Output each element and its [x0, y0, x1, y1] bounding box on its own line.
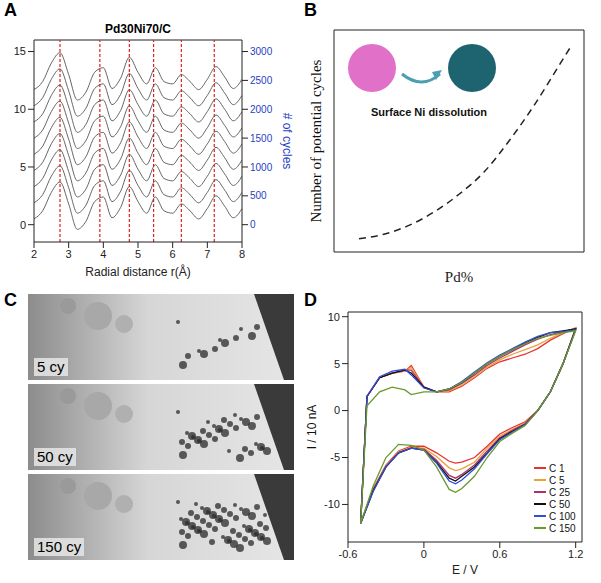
html-text:# of cycles: # of cycles	[280, 112, 294, 170]
svg-text:7: 7	[204, 248, 210, 260]
html-text:C 100: C 100	[549, 510, 576, 522]
svg-text:0: 0	[20, 219, 26, 231]
svg-text:15: 15	[14, 45, 26, 57]
svg-text:E / V: E / V	[452, 563, 478, 577]
svg-text:1.2: 1.2	[568, 548, 583, 560]
html-text:C: C	[4, 290, 17, 310]
html-text:150 cy: 150 cy	[37, 538, 82, 555]
svg-text:0: 0	[250, 219, 256, 230]
html-text:C 25: C 25	[549, 486, 571, 498]
svg-text:-0.6: -0.6	[339, 548, 358, 560]
html-text:Number of potential cycles: Number of potential cycles	[307, 59, 324, 223]
svg-text:-10: -10	[324, 498, 340, 510]
html-text:C 5: C 5	[549, 474, 565, 486]
svg-text:3000: 3000	[250, 46, 273, 57]
svg-text:1000: 1000	[250, 162, 273, 173]
svg-text:0: 0	[421, 548, 427, 560]
svg-text:10: 10	[14, 103, 26, 115]
svg-text:10: 10	[328, 311, 340, 323]
html-text:5 cy: 5 cy	[37, 358, 65, 375]
html-text:I / 10 nA: I / 10 nA	[305, 404, 319, 450]
svg-text:Pd%: Pd%	[445, 269, 473, 285]
svg-text:2: 2	[31, 248, 37, 260]
svg-text:5: 5	[334, 358, 340, 370]
html-text:C 150: C 150	[549, 522, 576, 534]
svg-text:6: 6	[170, 248, 176, 260]
html-text:C 50: C 50	[549, 498, 571, 510]
svg-text:Surface Ni dissolution: Surface Ni dissolution	[371, 106, 487, 118]
svg-text:5: 5	[20, 161, 26, 173]
html-text:B: B	[304, 0, 317, 20]
html-text:50 cy: 50 cy	[37, 448, 73, 465]
svg-text:500: 500	[250, 190, 267, 201]
html-text:D: D	[304, 290, 317, 310]
svg-text:5: 5	[135, 248, 141, 260]
svg-text:2000: 2000	[250, 104, 273, 115]
svg-text:Radial distance r(Å): Radial distance r(Å)	[85, 264, 190, 279]
svg-text:0.6: 0.6	[492, 548, 507, 560]
html-text:Pd30Ni70/C: Pd30Ni70/C	[105, 22, 171, 36]
svg-text:2500: 2500	[250, 75, 273, 86]
html-text:A: A	[4, 0, 17, 20]
html-text:C 1: C 1	[549, 462, 565, 474]
svg-text:4: 4	[100, 248, 106, 260]
svg-text:1500: 1500	[250, 133, 273, 144]
svg-text:0: 0	[334, 404, 340, 416]
svg-text:-5: -5	[330, 451, 340, 463]
svg-text:8: 8	[239, 248, 245, 260]
svg-text:3: 3	[66, 248, 72, 260]
